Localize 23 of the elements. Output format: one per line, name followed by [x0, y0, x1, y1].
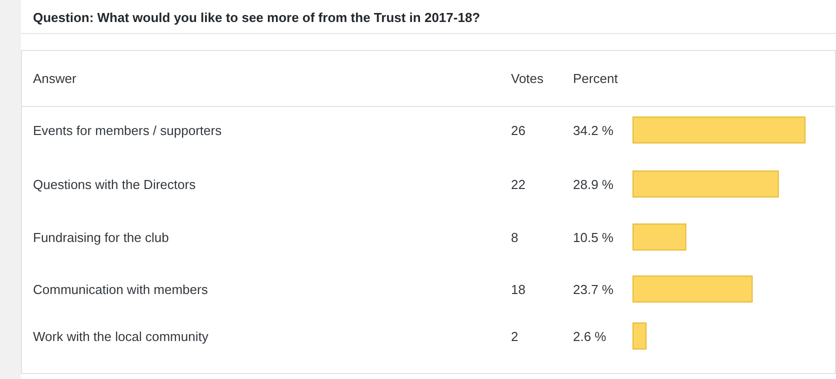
bar [632, 170, 779, 198]
text: Question: What would you like to see more of from the Trust in 2017-18? [33, 10, 480, 25]
text: 26 [511, 123, 526, 138]
bar [632, 116, 806, 144]
text: Percent [573, 71, 618, 86]
bar [632, 276, 753, 302]
text: Votes [511, 71, 544, 86]
bar [632, 224, 686, 250]
text: 18 [511, 282, 526, 297]
text: 8 [511, 230, 518, 245]
y-tick-label: Events for members / supporters [33, 123, 222, 138]
y-tick-label: Work with the local community [33, 329, 209, 344]
data-label: 28.9 % [573, 177, 614, 192]
data-label: 10.5 % [573, 230, 614, 245]
text: 22 [511, 177, 526, 192]
text: Answer [33, 71, 78, 86]
text: 2 [511, 329, 518, 344]
y-tick-label: Questions with the Directors [33, 177, 196, 192]
y-tick-label: Communication with members [33, 282, 208, 297]
data-label: 2.6 % [573, 329, 607, 344]
data-label: 34.2 % [573, 123, 614, 138]
y-tick-label: Fundraising for the club [33, 230, 169, 245]
data-label: 23.7 % [573, 282, 614, 297]
